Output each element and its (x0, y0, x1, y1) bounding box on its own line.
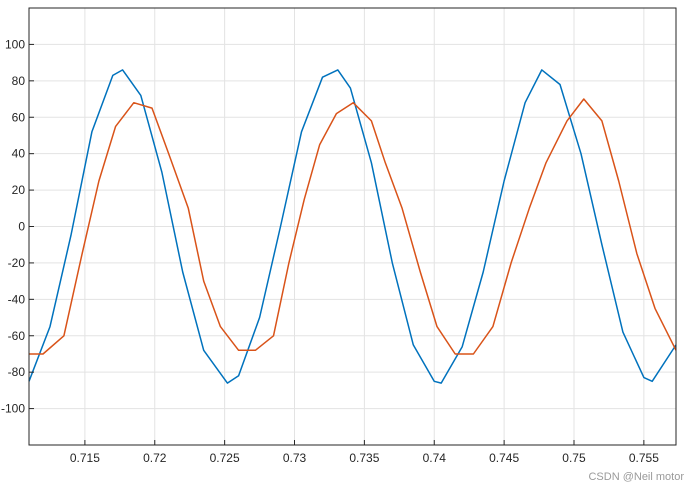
y-tick-label: 40 (12, 147, 26, 161)
y-tick-label: -40 (8, 292, 26, 306)
x-tick-label: 0.735 (349, 451, 379, 465)
y-axis-ticks: 100 80 60 40 20 0 -20 -40 -60 -80 -100 (1, 37, 34, 416)
series-line-1 (28, 69, 677, 384)
y-tick-label: 80 (12, 74, 26, 88)
y-tick-label: -100 (1, 402, 25, 416)
y-tick-label: -80 (8, 365, 26, 379)
x-axis-ticks: 0.715 0.72 0.725 0.73 0.735 0.74 0.745 0.75 0.75… (70, 440, 659, 465)
x-tick-label: 0.755 (629, 451, 659, 465)
y-tick-label: 20 (12, 183, 26, 197)
y-tick-label: -60 (8, 329, 26, 343)
watermark: CSDN @Neil motor (588, 471, 684, 483)
series-lines (28, 69, 677, 384)
x-tick-label: 0.715 (70, 451, 100, 465)
x-tick-label: 0.745 (489, 451, 519, 465)
y-tick-label: -20 (8, 256, 26, 270)
y-tick-label: 100 (5, 37, 25, 51)
x-tick-label: 0.75 (562, 451, 586, 465)
x-tick-label: 0.72 (143, 451, 167, 465)
x-tick-label: 0.74 (423, 451, 447, 465)
x-tick-label: 0.725 (210, 451, 240, 465)
series-line-2 (29, 98, 677, 355)
y-tick-label: 60 (12, 110, 26, 124)
grid-lines (29, 8, 676, 445)
x-tick-label: 0.73 (283, 451, 307, 465)
y-tick-label: 0 (18, 220, 25, 234)
